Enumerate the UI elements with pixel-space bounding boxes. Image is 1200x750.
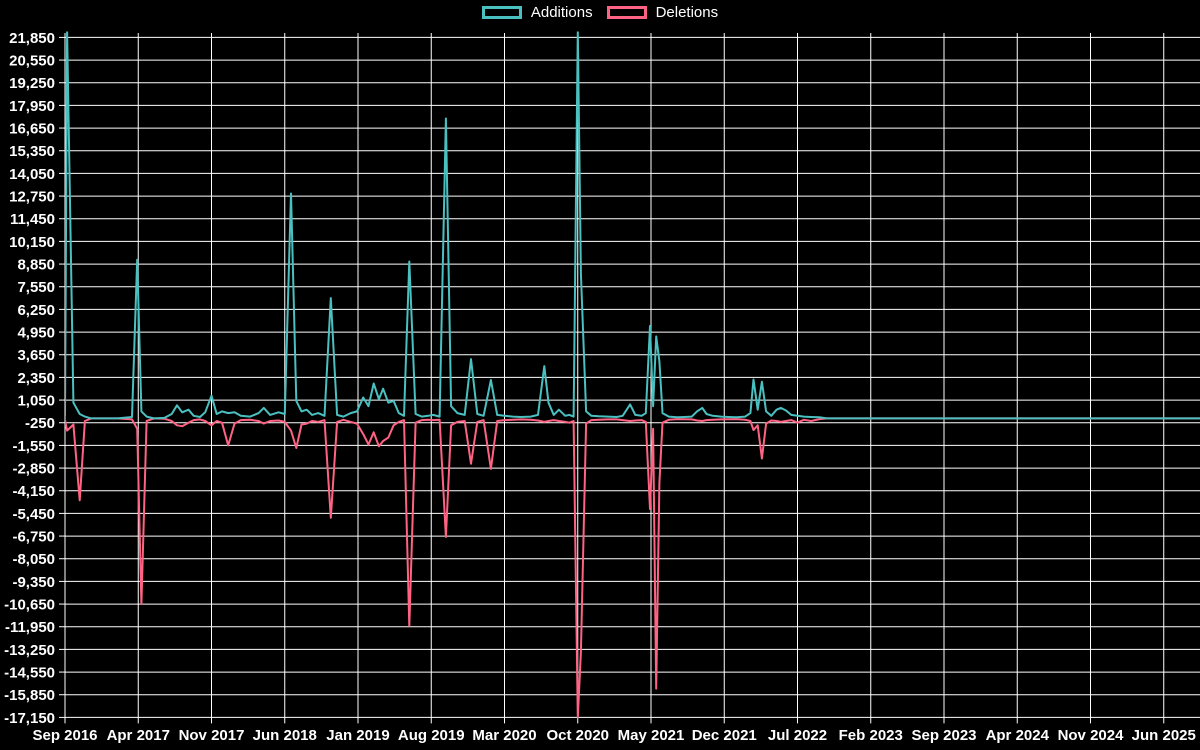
y-tick-label: 1,050: [17, 393, 55, 410]
x-tick-label: Jun 2025: [1132, 727, 1196, 744]
x-tick-label: Jul 2022: [768, 727, 827, 744]
y-tick-label: 14,050: [9, 166, 55, 183]
x-tick-label: Oct 2020: [546, 727, 609, 744]
y-tick-label: 15,350: [9, 143, 55, 160]
y-tick-label: 19,250: [9, 75, 55, 92]
y-tick-label: -14,550: [4, 665, 55, 682]
x-tick-label: Aug 2019: [398, 727, 465, 744]
y-tick-label: 10,150: [9, 234, 55, 251]
x-tick-label: Mar 2020: [472, 727, 536, 744]
y-tick-label: -10,650: [4, 597, 55, 614]
additions-legend-label: Additions: [530, 4, 593, 21]
x-tick-label: Nov 2017: [179, 727, 245, 744]
chart-legend: Additions Deletions: [0, 5, 1200, 20]
x-tick-label: Feb 2023: [839, 727, 903, 744]
y-tick-label: 12,750: [9, 189, 55, 206]
y-tick-label: -9,350: [12, 574, 55, 591]
y-tick-label: -6,750: [12, 529, 55, 546]
x-tick-label: Apr 2017: [107, 727, 170, 744]
legend-item-additions[interactable]: Additions: [481, 4, 593, 21]
x-tick-label: Sep 2016: [32, 727, 97, 744]
y-tick-label: 2,350: [17, 370, 55, 387]
deletions-line: [65, 417, 1200, 718]
y-tick-label: -15,850: [4, 687, 55, 704]
y-tick-label: -13,250: [4, 642, 55, 659]
y-tick-label: -5,450: [12, 506, 55, 523]
y-tick-label: 3,650: [17, 347, 55, 364]
y-tick-label: 17,950: [9, 98, 55, 115]
y-tick-label: 11,450: [10, 211, 55, 228]
x-tick-label: Nov 2024: [1058, 727, 1125, 744]
y-tick-label: 16,650: [9, 121, 55, 138]
y-tick-label: 7,550: [17, 279, 55, 296]
x-tick-label: Jan 2019: [326, 727, 389, 744]
y-tick-label: -2,850: [12, 461, 55, 478]
x-tick-label: Sep 2023: [911, 727, 976, 744]
y-tick-label: 4,950: [17, 325, 55, 342]
y-tick-label: 6,250: [17, 302, 55, 319]
deletions-legend-swatch: [606, 6, 647, 19]
x-tick-label: Dec 2021: [692, 727, 757, 744]
y-tick-label: 20,550: [9, 53, 55, 70]
y-tick-label: -11,950: [5, 619, 55, 636]
y-tick-label: -1,550: [12, 438, 55, 455]
y-tick-label: -8,050: [12, 551, 55, 568]
legend-item-deletions[interactable]: Deletions: [606, 4, 719, 21]
x-tick-label: Apr 2024: [986, 727, 1050, 744]
y-tick-label: 8,850: [17, 257, 55, 274]
additions-legend-swatch: [481, 6, 522, 19]
x-tick-label: Jun 2018: [253, 727, 317, 744]
x-tick-label: May 2021: [618, 727, 685, 744]
y-tick-label: -17,150: [4, 710, 55, 727]
y-tick-label: -4,150: [12, 483, 55, 500]
y-tick-label: 21,850: [9, 30, 55, 47]
y-tick-label: -250: [25, 415, 55, 432]
deletions-legend-label: Deletions: [655, 4, 719, 21]
additions-line: [65, 31, 1200, 420]
